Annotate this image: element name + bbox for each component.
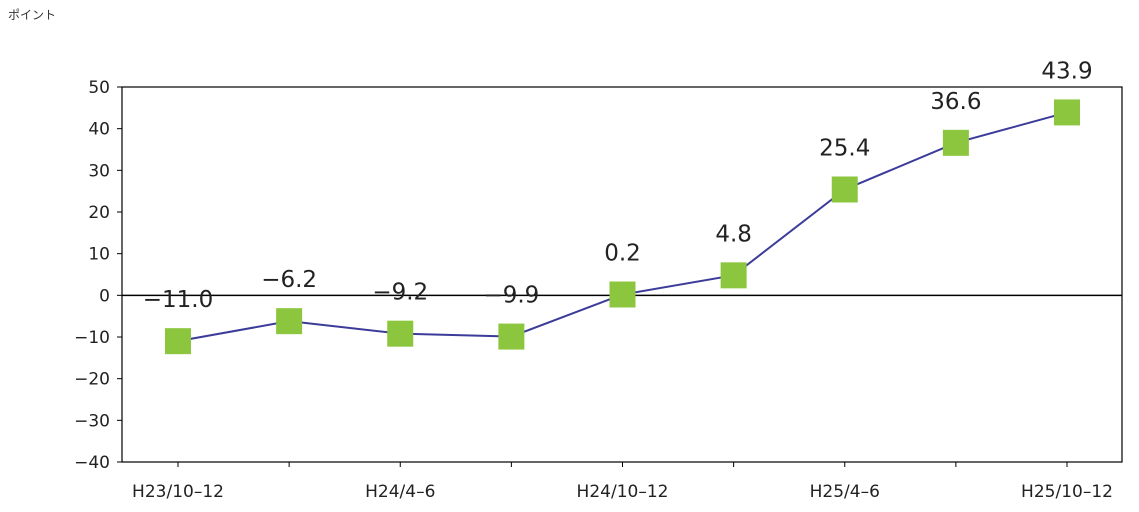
data-label: 36.6 [930, 89, 981, 115]
data-point [276, 308, 303, 335]
data-point [387, 320, 414, 347]
data-point [498, 323, 525, 350]
data-label: 43.9 [1041, 58, 1092, 84]
data-label: 4.8 [715, 221, 752, 247]
data-label: −11.0 [143, 287, 213, 313]
x-tick-label: H25/4–6 [810, 482, 880, 502]
y-tick-label: 40 [88, 120, 110, 140]
y-tick-label: 20 [88, 203, 110, 223]
x-tick-label: H23/10–12 [132, 482, 224, 502]
y-tick-label: 30 [88, 161, 110, 181]
x-tick-label: H25/10–12 [1021, 482, 1113, 502]
data-point [609, 281, 636, 308]
y-tick-label: −10 [74, 328, 110, 348]
data-label: −9.9 [483, 283, 539, 309]
data-label: −6.2 [261, 267, 317, 293]
y-tick-label: −40 [74, 453, 110, 473]
data-point [942, 129, 969, 156]
data-point [720, 262, 747, 289]
y-unit-label: ポイント [8, 8, 57, 22]
data-label: −9.2 [372, 280, 428, 306]
y-tick-label: 50 [88, 78, 110, 98]
data-point [1054, 99, 1080, 126]
data-label: 25.4 [819, 136, 870, 162]
y-tick-label: 0 [99, 286, 110, 306]
x-tick-label: H24/10–12 [577, 482, 669, 502]
x-tick-label: H24/4–6 [365, 482, 435, 502]
data-label: 0.2 [604, 241, 641, 267]
data-point [165, 328, 191, 355]
y-tick-label: −30 [74, 411, 110, 431]
y-tick-label: −20 [74, 370, 110, 390]
data-point [831, 176, 858, 203]
y-tick-label: 10 [88, 245, 110, 265]
